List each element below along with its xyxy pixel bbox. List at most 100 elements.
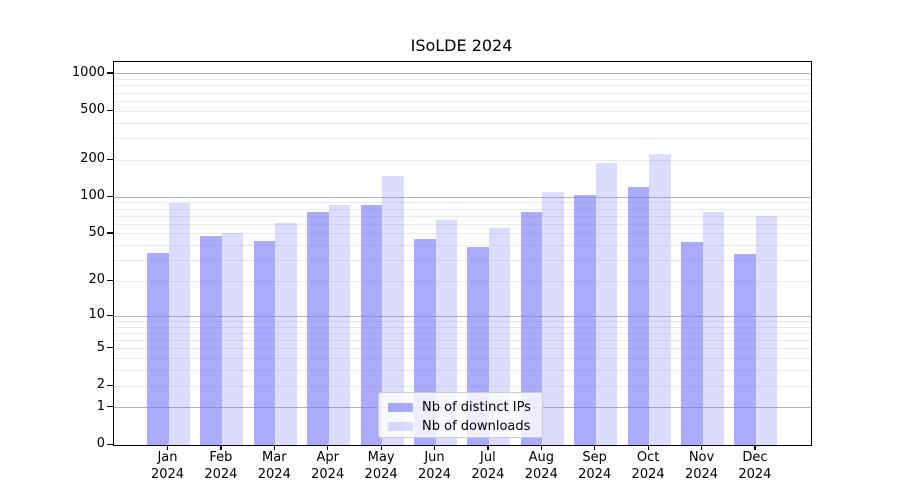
x-tick-label: Mar 2024 — [257, 450, 291, 482]
y-gridline-minor — [114, 385, 811, 387]
bar-distinct-ips-aug — [520, 212, 543, 445]
bar-distinct-ips-feb — [200, 236, 222, 445]
legend-swatch-distinct-ips — [388, 403, 413, 412]
bar-downloads-may — [382, 175, 404, 445]
legend-item-downloads: Nb of downloads — [388, 417, 533, 436]
y-gridline-major — [114, 196, 811, 198]
y-gridline-minor — [114, 85, 811, 87]
x-tick-mark — [701, 445, 703, 450]
bar-downloads-mar — [275, 222, 297, 445]
y-gridline-minor — [114, 348, 811, 350]
x-tick-mark — [647, 445, 649, 450]
bar-downloads-jun — [435, 220, 457, 445]
y-gridline-minor — [114, 215, 811, 217]
legend: Nb of distinct IPs Nb of downloads — [378, 392, 543, 438]
bar-downloads-jul — [488, 227, 511, 445]
bar-distinct-ips-may — [360, 204, 383, 445]
bar-downloads-feb — [221, 232, 244, 445]
legend-label-downloads: Nb of downloads — [422, 419, 531, 434]
bar-downloads-jan — [168, 202, 190, 445]
x-tick-label: Nov 2024 — [684, 450, 719, 482]
y-tick-mark — [107, 279, 114, 282]
y-gridline-minor — [114, 208, 811, 210]
legend-label-distinct-ips: Nb of distinct IPs — [422, 400, 531, 415]
y-gridline-minor — [114, 223, 811, 225]
y-gridline-minor — [114, 332, 811, 334]
bar-downloads-nov — [702, 212, 724, 445]
y-tick-mark — [107, 232, 114, 234]
y-gridline-minor — [114, 122, 811, 124]
y-gridline-major — [114, 315, 811, 317]
bar-downloads-sep — [595, 162, 618, 445]
x-tick-label: Oct 2024 — [631, 450, 665, 482]
y-tick-mark — [107, 72, 114, 74]
y-tick-label: 0 — [96, 436, 105, 451]
y-tick-label: 200 — [80, 151, 105, 167]
y-gridline-minor — [114, 110, 811, 112]
x-tick-label: Dec 2024 — [738, 450, 772, 482]
y-tick-label: 5 — [96, 339, 105, 355]
y-tick-mark — [107, 158, 114, 160]
x-tick-mark — [167, 445, 169, 450]
y-gridline-minor — [114, 138, 811, 139]
bar-distinct-ips-mar — [253, 240, 276, 445]
y-gridline-minor — [114, 326, 811, 328]
y-tick-mark — [107, 195, 114, 197]
y-tick-mark — [107, 347, 114, 349]
y-gridline-minor — [114, 280, 811, 282]
y-gridline-minor — [114, 358, 811, 360]
x-tick-label: Jan 2024 — [150, 450, 185, 482]
y-tick-label: 1 — [96, 398, 105, 414]
y-tick-label: 100 — [80, 188, 105, 204]
bar-distinct-ips-nov — [681, 241, 703, 445]
bar-distinct-ips-apr — [307, 212, 329, 445]
x-tick-label: Apr 2024 — [311, 450, 345, 482]
plot-area — [113, 61, 812, 446]
x-tick-label: Aug 2024 — [524, 450, 558, 482]
x-tick-label: May 2024 — [364, 450, 398, 482]
y-tick-mark — [107, 109, 114, 111]
x-tick-label: Jun 2024 — [417, 450, 452, 482]
y-gridline-minor — [114, 79, 811, 81]
y-gridline-minor — [114, 202, 811, 204]
x-tick-label: Jul 2024 — [471, 450, 505, 482]
y-gridline-minor — [114, 233, 811, 235]
y-tick-label: 2 — [96, 377, 105, 392]
y-gridline-minor — [114, 260, 811, 262]
x-tick-mark — [273, 445, 275, 450]
bar-distinct-ips-dec — [734, 254, 756, 445]
legend-item-distinct-ips: Nb of distinct IPs — [388, 398, 533, 417]
bar-downloads-dec — [755, 216, 778, 445]
y-tick-label: 50 — [88, 224, 105, 240]
y-gridline-minor — [114, 159, 811, 161]
x-tick-mark — [434, 445, 436, 450]
x-tick-mark — [594, 445, 596, 450]
x-tick-mark — [754, 445, 756, 450]
bar-distinct-ips-oct — [627, 187, 650, 445]
y-tick-label: 500 — [80, 102, 105, 118]
y-tick-mark — [107, 406, 114, 408]
bar-downloads-oct — [649, 153, 671, 445]
y-tick-label: 20 — [88, 272, 105, 288]
bar-distinct-ips-jan — [147, 252, 169, 445]
chart-title: ISoLDE 2024 — [410, 36, 513, 55]
x-tick-mark — [220, 445, 222, 450]
y-gridline-minor — [114, 245, 811, 247]
y-gridline-minor — [114, 100, 811, 102]
x-tick-mark — [487, 445, 489, 450]
y-gridline-minor — [114, 339, 811, 341]
y-tick-label: 10 — [88, 307, 105, 323]
x-tick-mark — [327, 445, 329, 450]
y-tick-mark — [107, 443, 114, 445]
y-gridline-major — [114, 73, 811, 75]
x-tick-label: Sep 2024 — [578, 450, 612, 482]
legend-swatch-downloads — [388, 422, 413, 431]
y-tick-label: 1000 — [71, 64, 105, 80]
bar-downloads-apr — [328, 204, 351, 445]
x-tick-label: Feb 2024 — [204, 450, 238, 482]
y-gridline-minor — [114, 370, 811, 372]
y-gridline-minor — [114, 320, 811, 322]
bar-distinct-ips-sep — [574, 194, 596, 445]
x-tick-mark — [380, 445, 382, 450]
